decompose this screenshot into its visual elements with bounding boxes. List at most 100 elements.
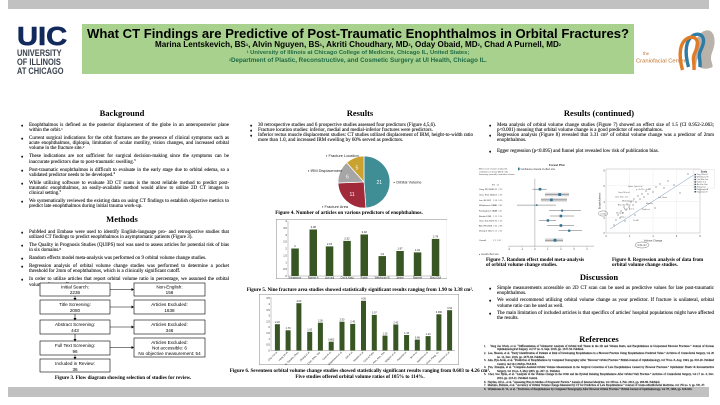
svg-text:the: the (643, 51, 650, 56)
svg-text:Articles Excluded:: Articles Excluded: (151, 340, 188, 345)
svg-text:4: 4 (652, 235, 654, 238)
svg-text:Articles Excluded:: Articles Excluded: (151, 302, 188, 307)
svg-text:Choi & Kang: Choi & Kang (340, 277, 354, 279)
svg-text:▪ Orbital Volume: ▪ Orbital Volume (394, 180, 422, 185)
svg-text:1.24 1.96: 1.24 1.96 (493, 194, 503, 196)
svg-text:5: 5 (356, 166, 359, 172)
svg-text:0.803: 0.803 (328, 339, 335, 342)
svg-text:8: 8 (603, 169, 605, 172)
svg-text:Lyon and: Lyon and (324, 277, 334, 279)
svg-text:Kamgarpour 2020: Kamgarpour 2020 (479, 210, 497, 213)
svg-text:Zhang Z 2012: Zhang Z 2012 (479, 231, 493, 233)
svg-text:0.5: 0.5 (266, 343, 270, 347)
svg-text:Choi, Shin 2016: Choi, Shin 2016 (479, 194, 495, 196)
svg-text:1.23: 1.23 (426, 333, 431, 336)
svg-text:-1: -1 (521, 249, 524, 251)
svg-text:Choi Shin Yoo: Choi Shin Yoo (697, 179, 708, 181)
svg-text:Yang JW et al: Yang JW et al (697, 173, 709, 176)
svg-text:Ramiesh: Ramiesh (412, 277, 422, 279)
svg-text:Kamgarpour A: Kamgarpour A (697, 188, 709, 191)
svg-text:Ramesh et: Ramesh et (397, 351, 408, 362)
svg-text:3.5: 3.5 (266, 308, 270, 312)
svg-text:3.02: 3.02 (361, 230, 367, 234)
svg-text:1.5: 1.5 (283, 253, 287, 257)
svg-text:0: 0 (603, 232, 605, 235)
svg-text:Articles Excluded:: Articles Excluded: (151, 322, 188, 327)
svg-text:Choi, Shin, Yoo: Choi, Shin, Yoo (615, 197, 628, 199)
svg-text:1: 1 (547, 249, 549, 251)
svg-text:3.5: 3.5 (283, 225, 287, 229)
svg-text:1.91: 1.91 (414, 248, 420, 252)
svg-text:Boeg Choi: Boeg Choi (430, 277, 441, 279)
svg-text:2.15: 2.15 (326, 242, 332, 246)
svg-text:1.84 2.88: 1.84 2.88 (493, 225, 503, 227)
svg-text:0.96: 0.96 (415, 336, 420, 339)
svg-text:6: 6 (346, 175, 349, 181)
svg-text:● overall effect size: ● overall effect size (479, 253, 499, 256)
svg-text:6: 6 (603, 185, 605, 188)
svg-text:8: 8 (699, 235, 701, 238)
svg-text:3: 3 (573, 249, 575, 251)
svg-text:96: 96 (72, 349, 78, 354)
svg-text:1.97: 1.97 (397, 246, 403, 250)
svg-text:Ahn Kim Choi: Ahn Kim Choi (697, 183, 709, 186)
svg-text:Marinho: Marinho (646, 202, 653, 205)
svg-text:3.090: 3.090 (436, 311, 443, 314)
svg-text:2 mm: 2 mm (600, 213, 606, 215)
svg-text:1.60: 1.60 (307, 329, 312, 332)
svg-text:Choi W et: Choi W et (322, 351, 332, 361)
svg-text:Whitehouse W: Whitehouse W (697, 176, 709, 179)
svg-text:Raskin et al: Raskin et al (697, 181, 707, 184)
svg-text:4: 4 (268, 302, 270, 306)
svg-text:▪ Fracture Location: ▪ Fracture Location (326, 153, 359, 158)
svg-text:Abstract Screening:: Abstract Screening: (55, 322, 95, 327)
svg-text:2.78: 2.78 (432, 234, 438, 238)
svg-text:Harris, Lyon et al: Harris, Lyon et al (628, 185, 643, 188)
svg-text:0.5: 0.5 (283, 267, 287, 271)
svg-text:36: 36 (72, 367, 78, 372)
svg-text:2.42: 2.42 (393, 321, 398, 324)
svg-text:Whitehouse W: Whitehouse W (374, 276, 390, 279)
svg-text:3.07: 3.07 (372, 312, 377, 315)
svg-text:1.48 2.01: 1.48 2.01 (493, 211, 503, 213)
svg-text:Raskin 1998: Raskin 1998 (479, 216, 492, 218)
svg-text:Kim A et: Kim A et (345, 351, 354, 360)
svg-text:0: 0 (605, 235, 607, 238)
svg-text:1: 1 (268, 337, 270, 341)
svg-text:2.36: 2.36 (318, 320, 323, 323)
svg-text:2.40: 2.40 (350, 321, 355, 324)
svg-text:Jin HR: Jin HR (633, 220, 639, 222)
svg-text:1.98 3.16: 1.98 3.16 (493, 200, 503, 202)
svg-text:-2: -2 (508, 249, 511, 251)
svg-text:3: 3 (285, 232, 287, 236)
svg-text:1.82 2.35: 1.82 2.35 (493, 189, 503, 191)
svg-text:Jansen: Jansen (396, 277, 404, 279)
svg-text:3.31 cm³: 3.31 cm³ (637, 244, 647, 247)
svg-text:y = 0.47x + 0.46: y = 0.47x + 0.46 (636, 189, 650, 191)
svg-text:2: 2 (560, 249, 562, 251)
svg-text:0: 0 (534, 249, 536, 251)
svg-text:Ramirez A: Ramirez A (307, 276, 318, 279)
svg-text:2.22: 2.22 (275, 321, 280, 324)
svg-text:1.5: 1.5 (266, 331, 270, 335)
svg-text:Zhang et al: Zhang et al (697, 185, 707, 188)
svg-text:Confidence interval of effect: Confidence interval of effect size (521, 168, 556, 171)
svg-text:2.23 2.82: 2.23 2.82 (493, 205, 503, 207)
svg-text:4.5: 4.5 (266, 296, 270, 300)
svg-text:156: 156 (166, 290, 174, 295)
svg-text:2: 2 (629, 235, 631, 238)
svg-text:2.5: 2.5 (266, 319, 270, 323)
svg-text:Zhang W: Zhang W (616, 213, 624, 215)
svg-text:Raskin et al: Raskin et al (353, 351, 365, 363)
svg-text:Volume Change: Volume Change (644, 239, 663, 243)
svg-text:Cho J et al: Cho J et al (268, 351, 279, 362)
svg-text:Zhang et al: Zhang et al (299, 351, 310, 362)
svg-text:Non-English:: Non-English: (156, 285, 182, 290)
svg-text:Raskin: Raskin (360, 277, 368, 279)
svg-text:Lee, Kwon: Lee, Kwon (658, 197, 667, 199)
svg-text:Included in Review:: Included in Review: (55, 361, 95, 366)
svg-text:3.38: 3.38 (310, 225, 316, 229)
svg-text:Study: Study (701, 171, 708, 174)
svg-text:Yang JW 2008: Yang JW 2008 (479, 189, 494, 191)
svg-text:3: 3 (268, 314, 270, 318)
